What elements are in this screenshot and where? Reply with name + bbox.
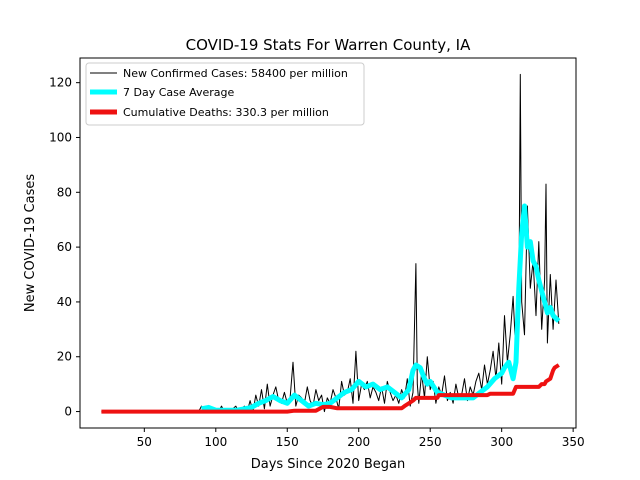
plot-frame: [79, 57, 577, 429]
y-tick-label: 100: [49, 130, 72, 144]
legend: New Confirmed Cases: 58400 per million 7…: [85, 62, 365, 126]
x-axis: 50 100 150 200 250 300 350: [137, 428, 585, 449]
legend-label-cumulative-deaths: Cumulative Deaths: 330.3 per million: [123, 106, 329, 119]
series-line-cumulative-deaths: [101, 363, 560, 414]
y-axis-label: New COVID-19 Cases: [23, 174, 38, 312]
legend-box: [85, 62, 365, 126]
y-tick-label: 0: [64, 405, 72, 419]
legend-label-7day-average: 7 Day Case Average: [123, 86, 235, 99]
x-tick-label: 150: [276, 435, 299, 449]
y-tick-label: 80: [57, 185, 72, 199]
x-tick-label: 50: [137, 435, 152, 449]
x-tick-label: 200: [347, 435, 370, 449]
x-tick-label: 100: [204, 435, 227, 449]
y-tick-label: 40: [57, 295, 72, 309]
x-tick-label: 250: [419, 435, 442, 449]
y-tick-label: 120: [49, 76, 72, 90]
x-tick-label: 350: [562, 435, 585, 449]
y-tick-label: 60: [57, 240, 72, 254]
series-line-new-cases: [101, 73, 560, 413]
x-axis-label: Days Since 2020 Began: [251, 457, 406, 472]
x-tick-label: 300: [490, 435, 513, 449]
legend-label-new-cases: New Confirmed Cases: 58400 per million: [123, 67, 348, 80]
series-line-7day-average: [201, 203, 561, 413]
series-layer: [101, 73, 561, 414]
y-tick-label: 20: [57, 350, 72, 364]
chart-title: COVID-19 Stats For Warren County, IA: [186, 36, 471, 54]
y-axis: 0 20 40 60 80 100 120: [49, 76, 80, 419]
